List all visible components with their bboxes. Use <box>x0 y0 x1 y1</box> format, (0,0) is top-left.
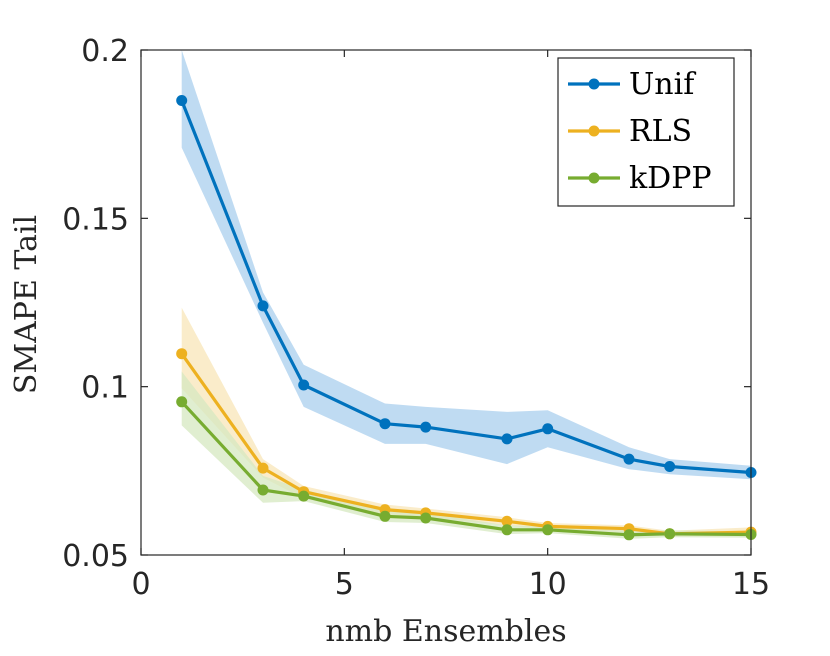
unif-data-point <box>176 95 188 106</box>
kdpp-data-point <box>176 396 188 408</box>
legend-kdpp-label: kDPP <box>629 161 712 196</box>
kdpp-series-line <box>180 400 752 537</box>
kdpp-data-point <box>379 510 391 522</box>
legend-rls-label: RLS <box>629 114 692 149</box>
unif-data-point <box>542 423 554 435</box>
x-tick-label: 15 <box>732 567 770 602</box>
unif-data-point <box>379 418 391 430</box>
rls-series-line <box>180 352 752 536</box>
unif-data-point <box>501 433 513 445</box>
legend[interactable]: Unif RLS kDPP <box>557 57 735 207</box>
y-tick-label: 0.2 <box>81 34 129 69</box>
plot-area-frame <box>140 49 752 556</box>
y-tick-label: 0.05 <box>62 539 129 574</box>
y-tick-label: 0.1 <box>81 371 129 406</box>
unif-data-point <box>664 461 676 472</box>
unif-series-line <box>180 99 752 475</box>
y-tick-label: 0.15 <box>62 202 129 237</box>
kdpp-data-point <box>664 528 676 540</box>
rls-data-point <box>501 515 513 527</box>
y-axis-label: SMAPE Tail <box>9 215 44 394</box>
axis-ticks <box>140 49 752 556</box>
kdpp-data-point <box>501 524 513 536</box>
series-lines <box>180 99 752 537</box>
x-tick-label: 0 <box>131 567 150 602</box>
legend-kdpp-marker <box>588 172 600 184</box>
kdpp-data-point <box>298 490 310 502</box>
kdpp-data-point <box>420 512 432 524</box>
kdpp-data-point <box>257 484 269 496</box>
x-tick-label: 5 <box>335 567 354 602</box>
unif-data-point <box>257 300 269 312</box>
x-tick-label: 10 <box>529 567 567 602</box>
series-points <box>176 95 757 541</box>
legend-rls-marker <box>588 125 600 137</box>
rls-data-point <box>257 462 269 474</box>
kdpp-data-point <box>542 524 554 536</box>
kdpp-data-point <box>623 529 635 541</box>
rls-data-point <box>176 348 188 360</box>
legend-unif-marker <box>588 78 600 90</box>
unif-data-point <box>623 453 635 465</box>
legend-unif-label: Unif <box>629 67 696 102</box>
unif-data-point <box>298 379 310 391</box>
x-axis-label: nmb Ensembles <box>325 614 566 649</box>
unif-data-point <box>420 421 432 433</box>
axis-tick-labels: 0 5 10 15 0.05 0.1 0.15 0.2 <box>62 34 770 602</box>
